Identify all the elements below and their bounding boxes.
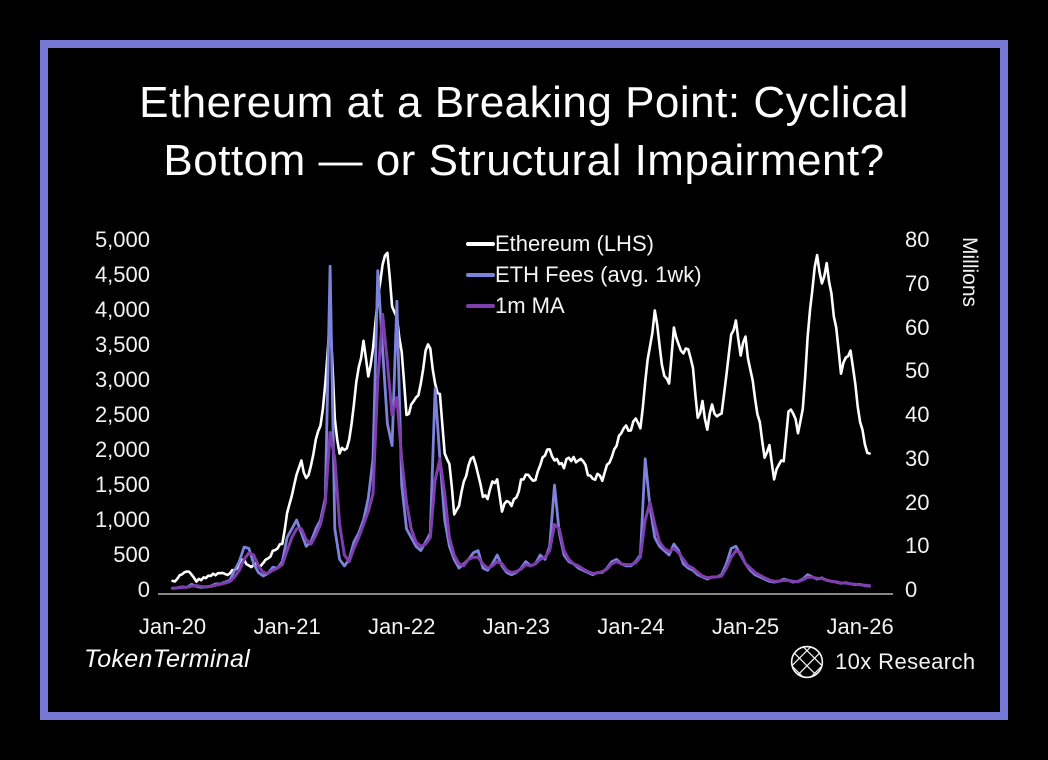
10x-research-logo: 10x Research [788, 643, 976, 681]
left-axis-tick-0: 0 [137, 577, 150, 602]
x-axis-tick-jan-24: Jan-24 [597, 614, 665, 639]
series-line-1m-ma [171, 312, 872, 590]
legend-label: ETH Fees (avg. 1wk) [495, 261, 702, 287]
left-axis-tick-4000: 4,000 [94, 297, 150, 322]
x-axis-tick-jan-25: Jan-25 [711, 614, 780, 639]
x-axis-tick-jan-21: Jan-21 [253, 614, 321, 639]
10x-research-label: 10x Research [835, 649, 976, 674]
right-axis-tick-0: 0 [905, 577, 918, 602]
left-axis-tick-3500: 3,500 [94, 332, 150, 357]
right-axis-tick-20: 20 [905, 489, 930, 515]
left-axis-tick-4500: 4,500 [94, 262, 150, 287]
left-axis-tick-5000: 5,000 [94, 227, 150, 252]
right-axis-tick-10: 10 [905, 533, 930, 559]
wireframe-globe-icon [790, 645, 824, 679]
right-axis-tick-40: 40 [905, 402, 930, 427]
x-axis-tick-jan-23: Jan-23 [482, 614, 550, 639]
x-axis-tick-jan-22: Jan-22 [368, 614, 436, 639]
legend-item-ethereum-lhs: Ethereum (LHS) [466, 228, 702, 259]
legend-item-eth-fees-avg-1wk: ETH Fees (avg. 1wk) [466, 259, 702, 290]
legend-label: 1m MA [495, 292, 565, 318]
legend-label: Ethereum (LHS) [495, 230, 654, 256]
left-axis-tick-1500: 1,500 [94, 472, 150, 497]
chart-legend: Ethereum (LHS) ETH Fees (avg. 1wk) 1m MA [466, 228, 702, 321]
left-axis-tick-500: 500 [113, 542, 150, 567]
left-axis-tick-2500: 2,500 [94, 402, 150, 427]
x-axis-tick-jan-20: Jan-20 [138, 614, 207, 639]
page-title: Ethereum at a Breaking Point: Cyclical B… [64, 74, 984, 190]
series-line-ethereum-lhs [171, 251, 871, 583]
left-axis-tick-3000: 3,000 [94, 367, 150, 392]
right-axis-tick-30: 30 [905, 445, 930, 471]
right-axis-tick-80: 80 [905, 227, 930, 252]
right-axis-tick-70: 70 [905, 270, 930, 296]
tokenterminal-logo: TokenTerminal [84, 645, 251, 673]
legend-swatch [466, 303, 495, 308]
right-axis-tick-60: 60 [905, 314, 930, 340]
legend-swatch [466, 241, 495, 246]
x-axis-tick-jan-26: Jan-26 [826, 614, 894, 639]
legend-item-1m-ma: 1m MA [466, 290, 702, 321]
right-axis-title: Millions [958, 237, 981, 308]
left-axis-tick-2000: 2,000 [94, 437, 150, 462]
title-line-1: Ethereum at a Breaking Point: Cyclical [139, 78, 909, 127]
right-axis-tick-50: 50 [905, 358, 930, 384]
left-axis-tick-1000: 1,000 [94, 507, 150, 532]
legend-swatch [466, 272, 495, 277]
title-line-2: Bottom — or Structural Impairment? [163, 136, 885, 185]
